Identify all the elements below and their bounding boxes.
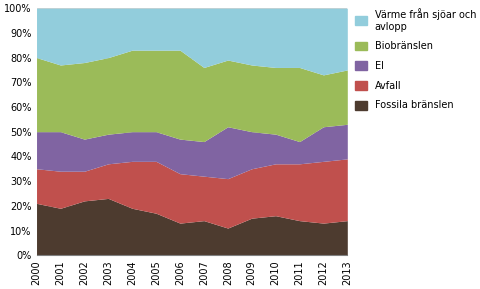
Legend: Värme från sjöar och
avlopp, Biobränslen, El, Avfall, Fossila bränslen: Värme från sjöar och avlopp, Biobränslen… <box>355 8 475 110</box>
